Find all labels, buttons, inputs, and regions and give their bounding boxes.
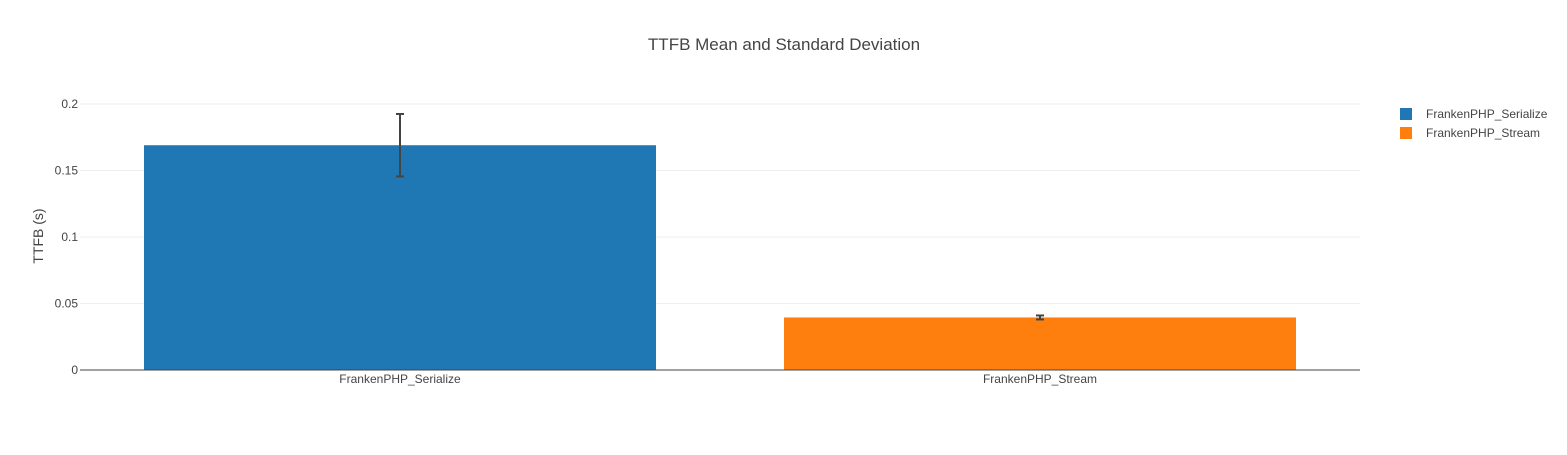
x-tick-label: FrankenPHP_Serialize (339, 372, 461, 386)
y-tick-label: 0 (71, 363, 78, 377)
y-tick-label: 0.1 (61, 230, 78, 244)
error-bars (396, 112, 1044, 321)
y-axis-title: TTFB (s) (30, 208, 46, 263)
legend-item-frankenphp-stream[interactable]: FrankenPHP_Stream (1400, 126, 1540, 140)
bar-frankenphp-stream[interactable] (784, 317, 1296, 370)
y-tick-label: 0.2 (61, 97, 78, 111)
y-tick-label: 0.05 (55, 297, 79, 311)
legend-swatch (1400, 127, 1412, 139)
legend-swatch (1400, 108, 1412, 120)
legend-item-frankenphp-serialize[interactable]: FrankenPHP_Serialize (1400, 107, 1548, 121)
x-tick-label: FrankenPHP_Stream (983, 372, 1097, 386)
legend-label: FrankenPHP_Stream (1426, 126, 1540, 140)
bars (144, 145, 1296, 370)
error-bar-frankenphp-serialize (396, 112, 404, 178)
chart-title: TTFB Mean and Standard Deviation (648, 35, 920, 54)
legend-label: FrankenPHP_Serialize (1426, 107, 1548, 121)
y-tick-label: 0.15 (55, 164, 79, 178)
error-bar-frankenphp-stream (1036, 314, 1044, 321)
x-axis: FrankenPHP_Serialize FrankenPHP_Stream (80, 369, 1360, 386)
legend[interactable]: FrankenPHP_Serialize FrankenPHP_Stream (1400, 107, 1548, 140)
bar-frankenphp-serialize[interactable] (144, 145, 656, 370)
